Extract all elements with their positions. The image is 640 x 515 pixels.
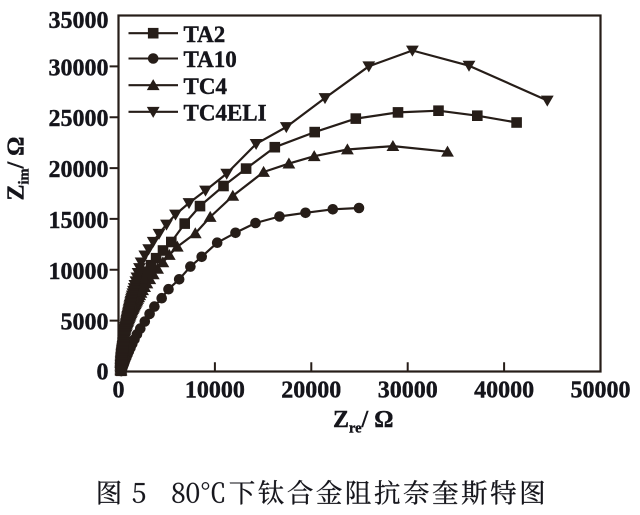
svg-text:25000: 25000 (49, 106, 109, 132)
svg-text:15000: 15000 (49, 208, 109, 234)
svg-text:35000: 35000 (49, 8, 109, 34)
svg-text:TC4: TC4 (184, 74, 228, 99)
svg-text:10000: 10000 (49, 259, 109, 285)
svg-text:20000: 20000 (49, 157, 109, 183)
svg-text:Zre/ Ω: Zre/ Ω (333, 407, 393, 436)
svg-text:30000: 30000 (378, 378, 438, 404)
svg-text:20000: 20000 (281, 378, 341, 404)
svg-text:TA2: TA2 (184, 22, 226, 47)
svg-text:0: 0 (97, 360, 109, 386)
svg-text:0: 0 (113, 378, 125, 404)
svg-text:Zim/ Ω: Zim/ Ω (4, 137, 33, 201)
svg-text:30000: 30000 (49, 55, 109, 81)
svg-text:TA10: TA10 (184, 47, 237, 72)
svg-text:5000: 5000 (61, 310, 109, 336)
svg-text:40000: 40000 (474, 378, 534, 404)
svg-text:TC4ELI: TC4ELI (184, 100, 267, 125)
svg-text:50000: 50000 (571, 378, 631, 404)
svg-text:10000: 10000 (185, 378, 245, 404)
